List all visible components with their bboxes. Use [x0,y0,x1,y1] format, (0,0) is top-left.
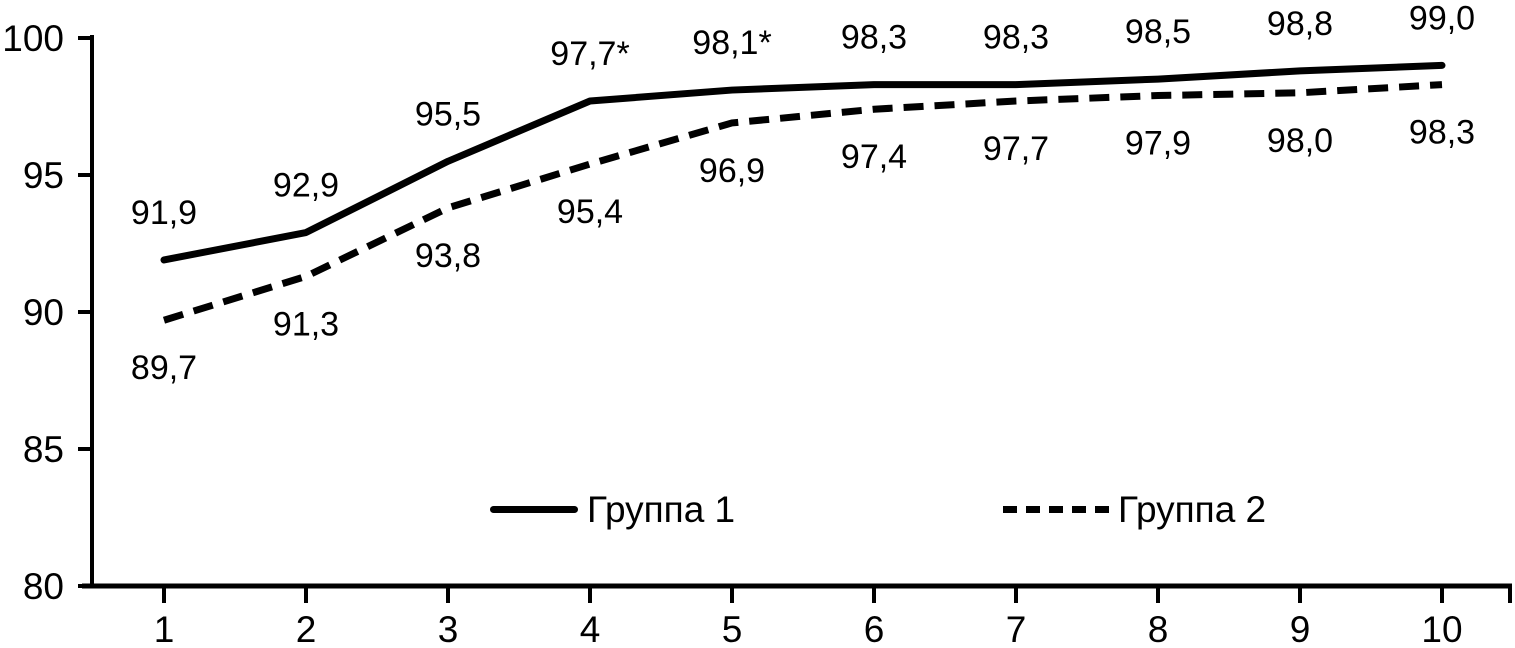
y-tick-label: 100 [2,18,64,59]
x-tick-label: 10 [1421,609,1462,648]
data-label-series-2: 98,0 [1267,122,1333,160]
data-label-series-1: 98,3 [983,19,1049,57]
y-tick-label: 85 [23,429,64,470]
data-label-series-2: 97,9 [1125,125,1191,163]
data-label-series-1: 98,3 [841,19,907,57]
data-label-series-2: 95,4 [557,193,623,231]
data-label-series-1: 95,5 [415,95,481,133]
data-label-series-2: 97,4 [841,138,907,176]
y-tick-label: 90 [23,292,64,333]
data-label-series-1: 91,9 [131,194,197,232]
x-tick-label: 9 [1290,609,1311,648]
data-label-series-1: 98,5 [1125,13,1191,51]
x-tick-label: 8 [1148,609,1169,648]
data-label-series-1: 92,9 [273,167,339,205]
x-tick-label: 3 [438,609,459,648]
data-label-series-2: 96,9 [699,152,765,190]
data-label-series-1: 98,1* [692,24,771,62]
data-label-series-2: 93,8 [415,237,481,275]
x-tick-label: 1 [154,609,175,648]
data-label-series-2: 89,7 [131,349,197,387]
x-tick-label: 7 [1006,609,1027,648]
y-tick-label: 80 [23,566,64,607]
x-tick-label: 5 [722,609,743,648]
series-line-1 [160,61,1446,264]
series-line-2 [162,81,1443,324]
x-tick-label: 4 [580,609,601,648]
data-label-series-2: 98,3 [1409,114,1475,152]
x-tick-label: 6 [864,609,885,648]
data-label-series-1: 98,8 [1267,5,1333,43]
data-label-series-2: 97,7 [983,130,1049,168]
data-label-series-2: 91,3 [273,305,339,343]
x-tick-label: 2 [296,609,317,648]
data-label-series-1: 97,7* [550,35,629,73]
data-label-series-1: 99,0 [1409,0,1475,37]
y-tick-label: 95 [23,155,64,196]
